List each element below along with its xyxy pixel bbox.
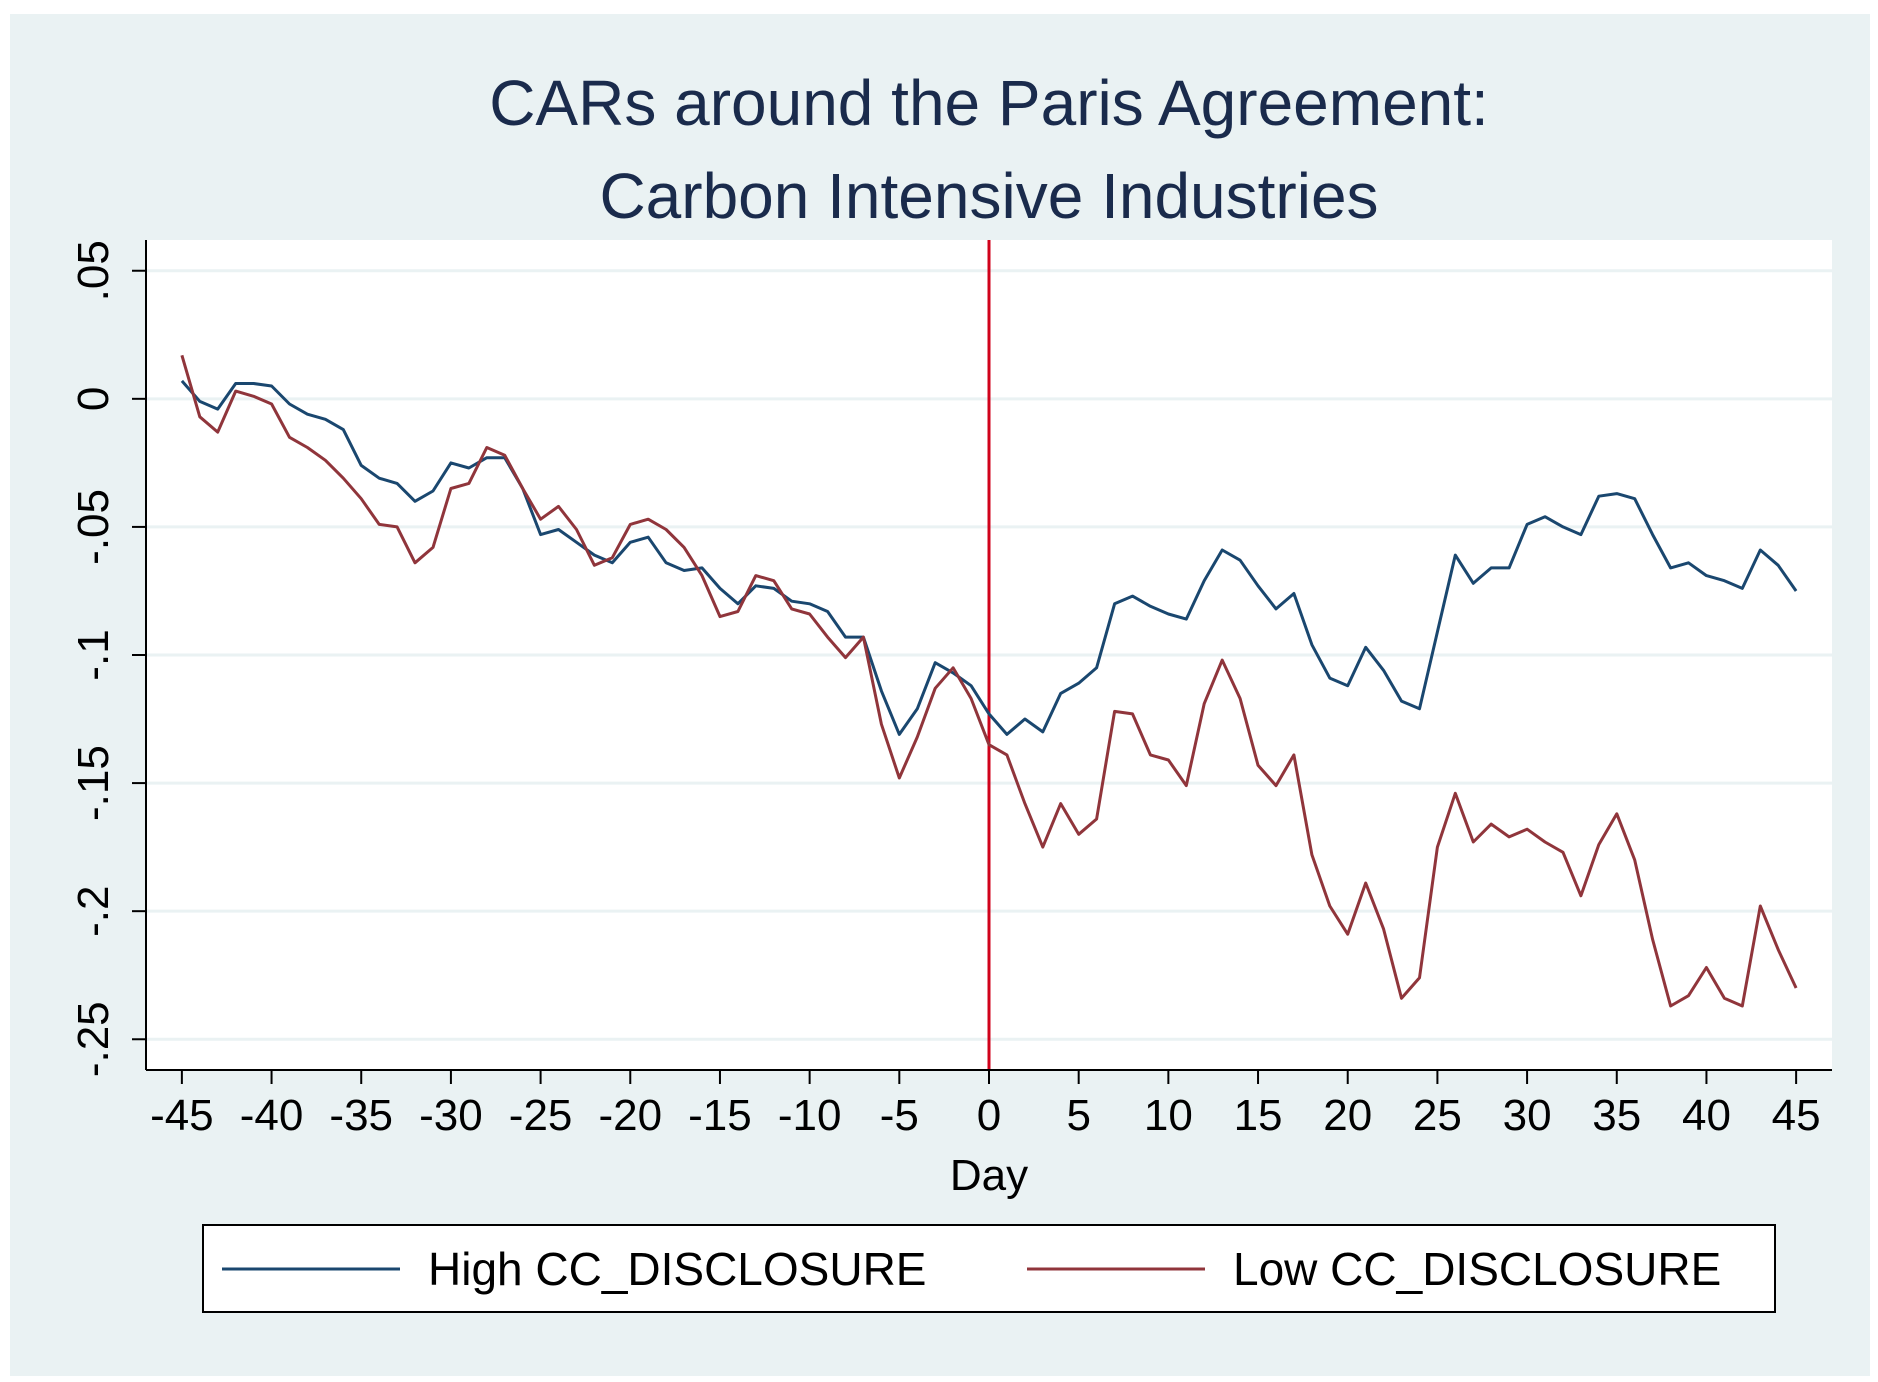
x-tick-label: -25 bbox=[509, 1091, 573, 1140]
x-tick-label: -15 bbox=[688, 1091, 752, 1140]
y-tick-label: 0 bbox=[69, 387, 118, 411]
x-tick-label: 45 bbox=[1772, 1091, 1821, 1140]
x-tick-label: 25 bbox=[1413, 1091, 1462, 1140]
x-tick-label: 20 bbox=[1323, 1091, 1372, 1140]
x-tick-label: -20 bbox=[598, 1091, 662, 1140]
y-tick-label: -.2 bbox=[69, 885, 118, 936]
y-tick-label: -.05 bbox=[69, 489, 118, 565]
x-tick-label: 5 bbox=[1066, 1091, 1090, 1140]
series-layer bbox=[180, 354, 1798, 1008]
legend-label-low: Low CC_DISCLOSURE bbox=[1233, 1243, 1721, 1295]
x-tick-label: 10 bbox=[1144, 1091, 1193, 1140]
y-tick-label: .05 bbox=[69, 240, 118, 301]
x-tick-label: 35 bbox=[1592, 1091, 1641, 1140]
x-tick-label: -30 bbox=[419, 1091, 483, 1140]
x-tick-label: 0 bbox=[977, 1091, 1001, 1140]
chart-title-line-2: Carbon Intensive Industries bbox=[599, 160, 1378, 232]
x-tick-label: -10 bbox=[778, 1091, 842, 1140]
x-tick-label: 40 bbox=[1682, 1091, 1731, 1140]
legend-box bbox=[202, 1224, 1776, 1313]
x-axis-ticks: -45 -40 -35 -30 -25 -20 -15 -10 -5 0 5 10 15 20 25 30 35… bbox=[150, 1070, 1821, 1140]
x-axis-label: Day bbox=[950, 1151, 1028, 1200]
y-tick-label: -.1 bbox=[69, 629, 118, 680]
x-tick-label: -40 bbox=[240, 1091, 304, 1140]
y-tick-label: -.15 bbox=[69, 745, 118, 821]
legend-label-high: High CC_DISCLOSURE bbox=[428, 1243, 926, 1295]
series-line-1 bbox=[180, 354, 1798, 1008]
x-tick-label: -45 bbox=[150, 1091, 214, 1140]
x-tick-label: -35 bbox=[329, 1091, 393, 1140]
y-tick-label: -.25 bbox=[69, 1001, 118, 1077]
x-tick-label: 30 bbox=[1503, 1091, 1552, 1140]
series-line-0 bbox=[180, 379, 1798, 736]
chart-title-line-1: CARs around the Paris Agreement: bbox=[489, 67, 1489, 139]
x-tick-label: -5 bbox=[880, 1091, 919, 1140]
x-tick-label: 15 bbox=[1234, 1091, 1283, 1140]
y-axis-ticks: .05 0 -.05 -.1 -.15 -.2 -.25 bbox=[69, 240, 146, 1077]
